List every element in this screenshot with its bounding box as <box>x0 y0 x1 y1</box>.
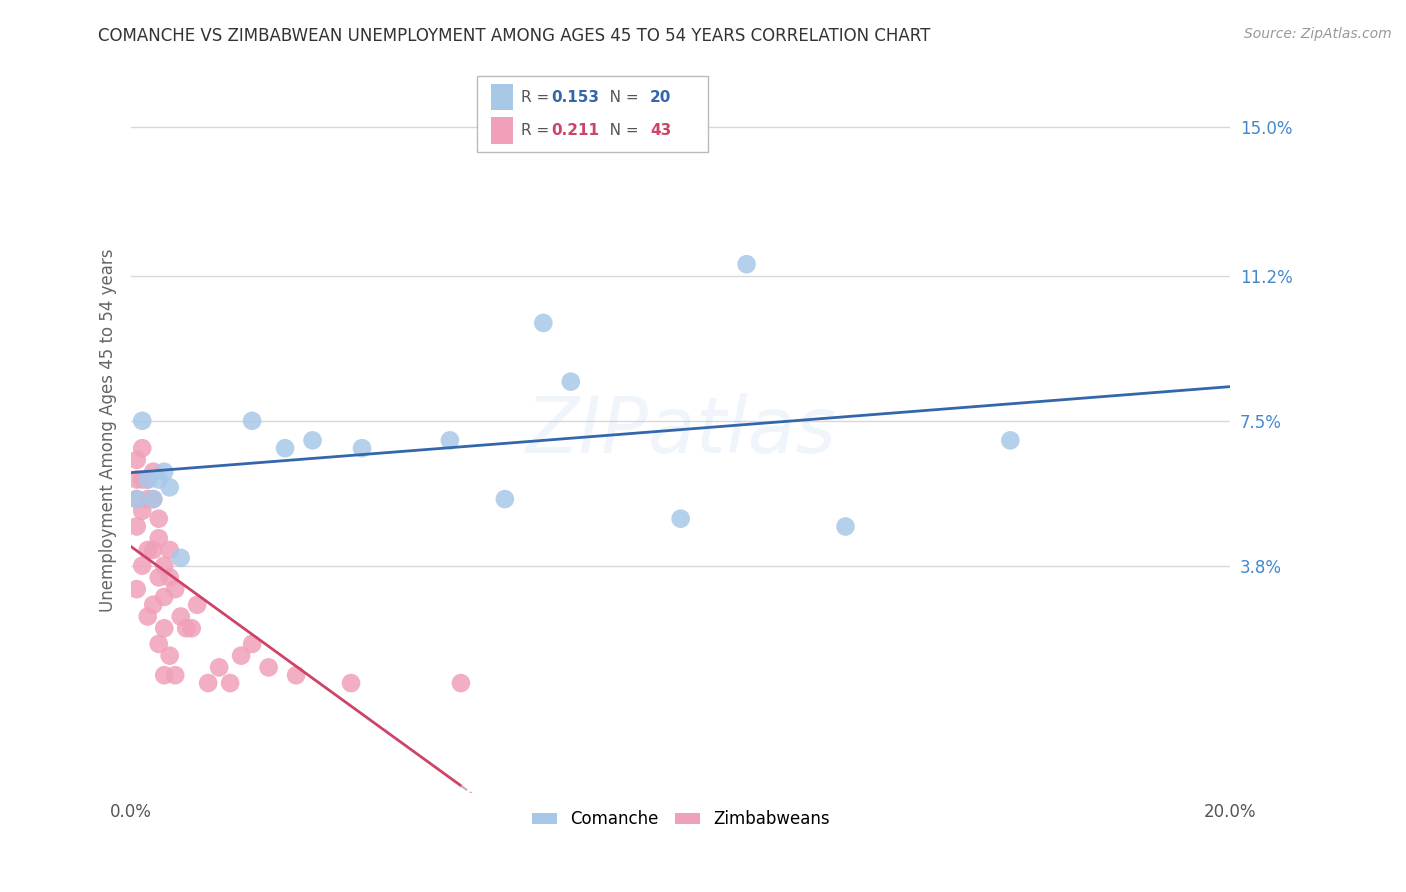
Point <box>274 441 297 455</box>
Point <box>159 648 181 663</box>
Text: COMANCHE VS ZIMBABWEAN UNEMPLOYMENT AMONG AGES 45 TO 54 YEARS CORRELATION CHART: COMANCHE VS ZIMBABWEAN UNEMPLOYMENT AMON… <box>98 27 931 45</box>
Point <box>159 570 181 584</box>
Point <box>219 676 242 690</box>
Text: Source: ZipAtlas.com: Source: ZipAtlas.com <box>1244 27 1392 41</box>
Point <box>153 668 176 682</box>
Text: R =: R = <box>522 89 554 104</box>
Point <box>170 550 193 565</box>
Text: 43: 43 <box>650 123 671 138</box>
Point <box>494 492 516 507</box>
Bar <box>491 118 513 144</box>
Point <box>669 511 692 525</box>
Point <box>186 598 208 612</box>
Point <box>125 492 148 507</box>
Point <box>165 668 187 682</box>
Point <box>208 660 231 674</box>
Point <box>153 590 176 604</box>
Point <box>153 465 176 479</box>
Point <box>240 637 263 651</box>
Point <box>125 453 148 467</box>
Bar <box>491 84 513 110</box>
Point <box>136 473 159 487</box>
Point <box>125 473 148 487</box>
Point <box>136 473 159 487</box>
Point <box>148 570 170 584</box>
Y-axis label: Unemployment Among Ages 45 to 54 years: Unemployment Among Ages 45 to 54 years <box>100 249 117 612</box>
Text: ZIPatlas: ZIPatlas <box>526 392 837 468</box>
Legend: Comanche, Zimbabweans: Comanche, Zimbabweans <box>524 804 837 835</box>
Point <box>131 558 153 573</box>
Point <box>125 582 148 596</box>
Point <box>735 257 758 271</box>
Text: N =: N = <box>595 123 644 138</box>
Text: N =: N = <box>595 89 644 104</box>
Point <box>159 543 181 558</box>
Point <box>142 543 165 558</box>
Point <box>125 519 148 533</box>
Point <box>136 543 159 558</box>
Point <box>142 492 165 507</box>
Point <box>231 648 253 663</box>
Point <box>340 676 363 690</box>
Point <box>148 637 170 651</box>
Point <box>131 473 153 487</box>
Point <box>131 441 153 455</box>
Point <box>153 621 176 635</box>
Point <box>560 375 582 389</box>
Point <box>148 531 170 545</box>
Point <box>439 434 461 448</box>
Point <box>257 660 280 674</box>
Point <box>142 492 165 507</box>
Point <box>197 676 219 690</box>
Point <box>180 621 202 635</box>
Point <box>131 504 153 518</box>
Point <box>142 598 165 612</box>
Point <box>136 492 159 507</box>
Point <box>240 414 263 428</box>
Point <box>170 609 193 624</box>
Point <box>301 434 323 448</box>
Bar <box>478 76 709 152</box>
Text: 20: 20 <box>650 89 671 104</box>
Point <box>450 676 472 690</box>
Point <box>125 492 148 507</box>
Text: R =: R = <box>522 123 554 138</box>
Point <box>531 316 554 330</box>
Point <box>131 414 153 428</box>
Point <box>285 668 308 682</box>
Point <box>1000 434 1022 448</box>
Point <box>142 465 165 479</box>
Text: 0.211: 0.211 <box>551 123 599 138</box>
Point <box>148 473 170 487</box>
Point <box>834 519 856 533</box>
Text: 0.153: 0.153 <box>551 89 599 104</box>
Point <box>153 558 176 573</box>
Point <box>174 621 197 635</box>
Point <box>136 609 159 624</box>
Point <box>159 480 181 494</box>
Point <box>148 511 170 525</box>
Point <box>165 582 187 596</box>
Point <box>350 441 373 455</box>
